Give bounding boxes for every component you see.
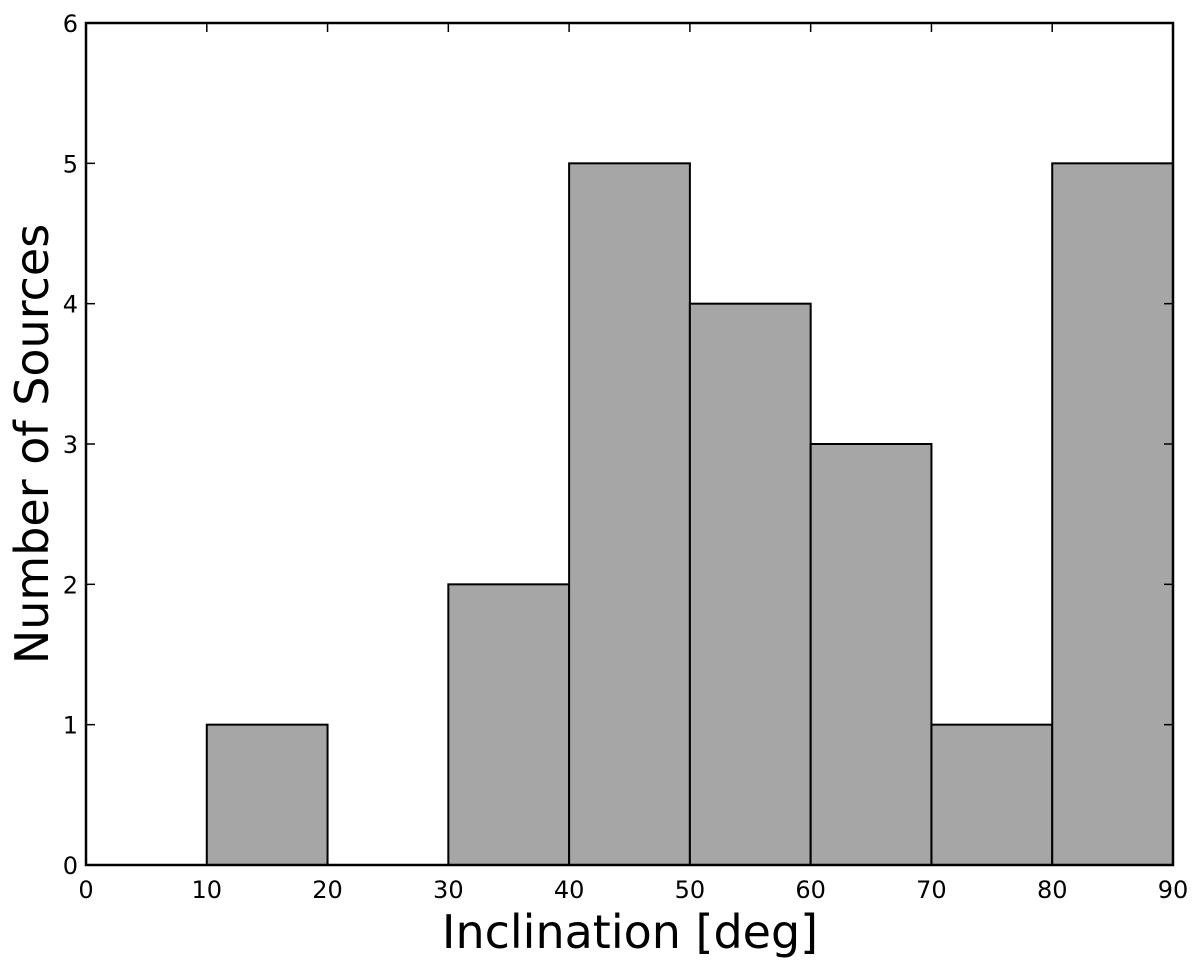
histogram-bar xyxy=(447,583,571,866)
y-tick-label: 5 xyxy=(63,150,78,178)
bars-layer xyxy=(205,162,1174,867)
y-tick-label: 2 xyxy=(63,571,78,599)
plot-frame xyxy=(84,21,1175,867)
tick-labels-layer: 0 10 20 30 40 50 60 70 80 90 0 1 2 3 4 5 6 xyxy=(63,10,1189,904)
histogram-bar xyxy=(205,723,329,867)
ticks-layer xyxy=(85,22,1174,866)
y-axis-label: Number of Sources xyxy=(5,224,59,664)
x-tick-label: 20 xyxy=(312,876,343,904)
x-tick-label: 90 xyxy=(1158,876,1189,904)
y-tick-label: 1 xyxy=(63,712,78,740)
x-axis-label: Inclination [deg] xyxy=(442,905,818,959)
x-tick-label: 30 xyxy=(433,876,464,904)
y-tick-label: 4 xyxy=(63,291,78,319)
histogram-bar xyxy=(930,723,1054,867)
histogram-bar xyxy=(568,162,691,867)
y-tick-label: 6 xyxy=(63,10,78,38)
x-tick-label: 0 xyxy=(78,876,93,904)
x-tick-label: 10 xyxy=(192,876,223,904)
histogram-bar xyxy=(688,302,812,866)
x-tick-label: 60 xyxy=(795,876,826,904)
y-tick-label: 3 xyxy=(63,431,78,459)
x-tick-label: 50 xyxy=(675,876,706,904)
x-tick-label: 80 xyxy=(1037,876,1068,904)
histogram-bar xyxy=(809,443,933,866)
x-tick-label: 70 xyxy=(916,876,947,904)
y-tick-label: 0 xyxy=(63,852,78,880)
histogram-bar xyxy=(1051,162,1174,867)
x-tick-label: 40 xyxy=(554,876,585,904)
